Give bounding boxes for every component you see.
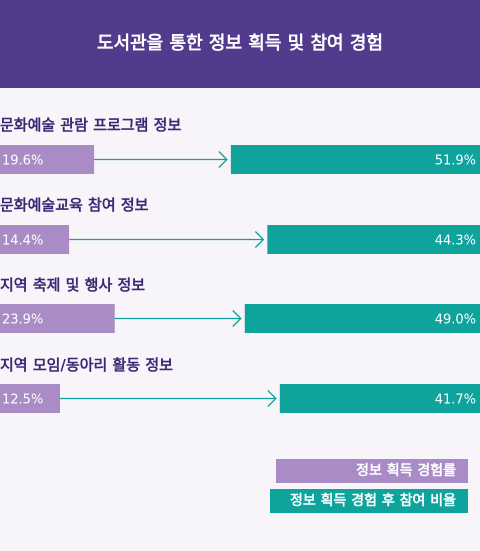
- data-label-info-acquisition: 19.6%: [2, 154, 43, 169]
- chart-title: 도서관을 통한 정보 획득 및 참여 경험: [97, 33, 383, 54]
- data-label-info-acquisition: 23.9%: [2, 313, 43, 328]
- arrow-head: [254, 231, 265, 248]
- arrow-head: [218, 151, 228, 168]
- data-label-participation: 41.7%: [435, 393, 476, 408]
- bar-info-acquisition: [0, 304, 115, 333]
- data-label-participation: 44.3%: [435, 234, 476, 249]
- bar-participation: [244, 304, 480, 333]
- category-label: 문화예술 관람 프로그램 정보: [0, 116, 181, 134]
- category-label: 지역 모임/동아리 활동 정보: [0, 356, 173, 374]
- category-label: 문화예술교육 참여 정보: [0, 196, 149, 214]
- bar-info-acquisition: [0, 225, 70, 254]
- legend-item-participation: 정보 획득 경험 후 참여 비율: [270, 489, 468, 513]
- arrow-head: [267, 390, 277, 407]
- bar-participation: [230, 145, 480, 174]
- header-banner: 도서관을 통한 정보 획득 및 참여 경험: [0, 0, 480, 88]
- data-label-info-acquisition: 12.5%: [2, 393, 43, 408]
- arrow-head: [232, 310, 242, 327]
- bar-info-acquisition: [0, 384, 60, 413]
- data-label-participation: 49.0%: [435, 313, 476, 328]
- bar-participation: [279, 384, 480, 413]
- category-label: 지역 축제 및 행사 정보: [0, 276, 145, 294]
- bar-participation: [267, 225, 480, 254]
- data-label-info-acquisition: 14.4%: [2, 234, 43, 249]
- bar-info-acquisition: [0, 145, 95, 174]
- legend-item-info-acquisition: 정보 획득 경험률: [276, 459, 468, 483]
- data-label-participation: 51.9%: [435, 154, 476, 169]
